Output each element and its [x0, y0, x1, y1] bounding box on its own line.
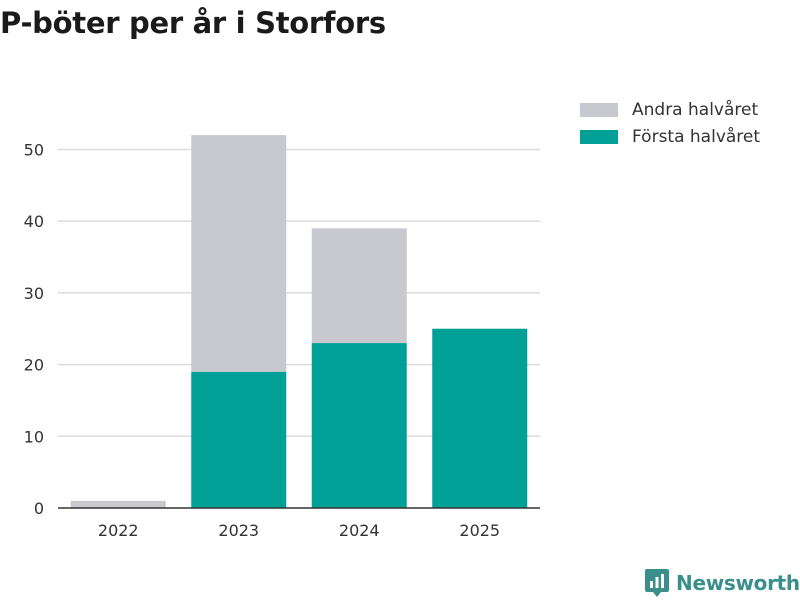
y-tick-label-40: 40: [24, 212, 44, 231]
chart-title: P-böter per år i Storfors: [0, 6, 386, 40]
legend-label-forsta: Första halvåret: [632, 127, 761, 147]
y-tick-label-20: 20: [24, 356, 44, 375]
newsworthy-icon: [645, 569, 669, 597]
bar-2024-series-0: [311, 343, 407, 508]
x-tick-label-2023: 2023: [218, 521, 259, 540]
legend-item-andra: Andra halvåret: [580, 100, 758, 120]
y-tick-label-0: 0: [34, 499, 44, 518]
y-axis: 0 10 20 30 40 50: [24, 140, 44, 518]
bar-2024-series-1: [311, 228, 407, 344]
legend-swatch-andra: [580, 103, 618, 117]
y-tick-label-10: 10: [24, 427, 44, 446]
legend-label-andra: Andra halvåret: [632, 100, 759, 120]
x-tick-label-2025: 2025: [459, 521, 500, 540]
brand-name: Newsworthy: [676, 571, 800, 595]
x-tick-label-2022: 2022: [98, 521, 139, 540]
legend-item-forsta: Första halvåret: [580, 127, 760, 147]
bar-2023-series-1: [191, 135, 287, 372]
x-tick-label-2024: 2024: [339, 521, 380, 540]
x-axis: 2022 2023 2024 2025: [58, 507, 540, 540]
bars: [70, 135, 528, 508]
brand-logo: Newsworthy: [644, 568, 800, 598]
y-tick-label-30: 30: [24, 284, 44, 303]
bar-2023-series-0: [191, 371, 287, 508]
legend-swatch-forsta: [580, 130, 618, 144]
bar-2022-series-1: [70, 500, 166, 508]
bar-2025-series-0: [432, 328, 528, 508]
y-tick-label-50: 50: [24, 140, 44, 159]
